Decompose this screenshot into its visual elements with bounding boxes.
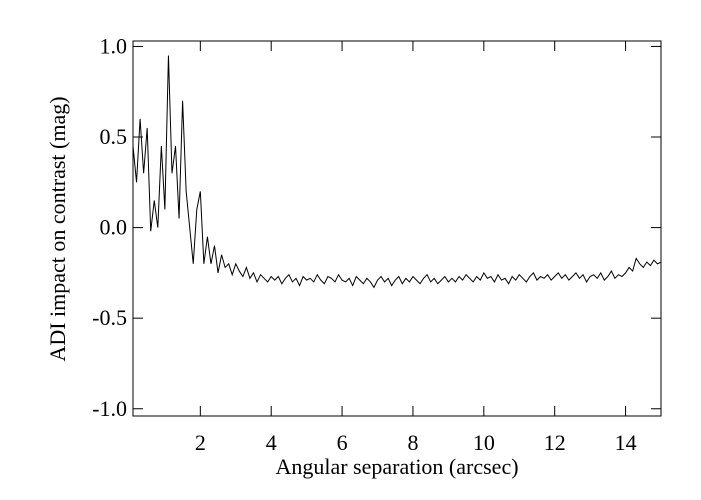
y-axis-label: ADI impact on contrast (mag)	[45, 96, 70, 361]
data-line	[132, 55, 662, 289]
plot-frame	[132, 40, 662, 417]
x-axis-label: Angular separation (arcsec)	[275, 454, 518, 479]
x-tick-label: 12	[544, 430, 566, 455]
x-tick-label: 2	[195, 430, 206, 455]
x-tick-label: 10	[473, 430, 495, 455]
x-tick-label: 6	[337, 430, 348, 455]
x-tick-label: 4	[266, 430, 277, 455]
y-tick-label: 1.0	[100, 33, 128, 58]
y-tick-label: -1.0	[92, 396, 127, 421]
x-tick-label: 8	[407, 430, 418, 455]
y-tick-label: -0.5	[92, 305, 127, 330]
y-tick-label: 0.5	[100, 124, 128, 149]
x-tick-label: 14	[615, 430, 637, 455]
y-tick-label: 0.0	[100, 215, 128, 240]
